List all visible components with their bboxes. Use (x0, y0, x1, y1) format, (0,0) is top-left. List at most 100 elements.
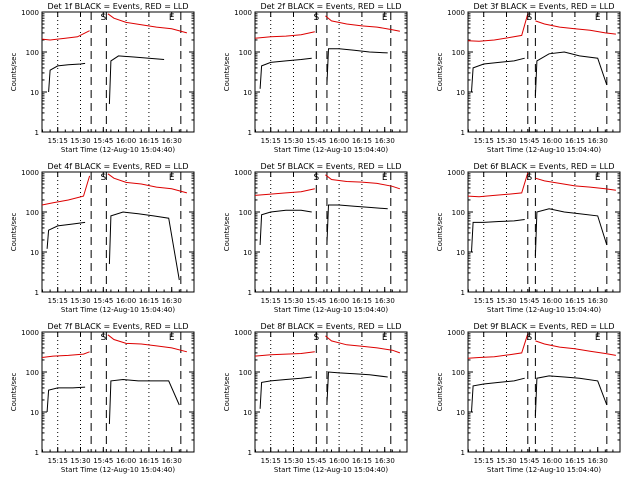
chart-title: Det 1f BLACK = Events, RED = LLD (47, 2, 188, 11)
lld-series-line (325, 174, 401, 190)
chart-title: Det 3f BLACK = Events, RED = LLD (473, 2, 614, 11)
marker-s: S (526, 333, 532, 343)
y-tick-label: 100 (452, 49, 465, 57)
y-tick-label: 100 (26, 369, 39, 377)
plot-frame (467, 331, 621, 453)
marker-e: E (169, 13, 175, 23)
x-tick-label: 15:15 (261, 297, 281, 305)
marker-e: E (595, 333, 601, 343)
x-axis-label: Start Time (12-Aug-10 15:04:40) (487, 306, 601, 314)
plot-frame (41, 171, 195, 293)
y-tick-label: 1 (461, 289, 465, 297)
y-tick-label: 100 (239, 49, 252, 57)
marker-s: S (526, 13, 532, 23)
y-axis-label: Counts/sec (436, 53, 444, 92)
y-tick-label: 1 (248, 449, 252, 457)
chart-panel: Det 2f BLACK = Events, RED = LLD 1 10 100 10… (223, 2, 408, 154)
x-tick-label: 16:15 (139, 457, 159, 465)
y-axis-label: Counts/sec (436, 213, 444, 252)
x-tick-label: 15:30 (283, 297, 303, 305)
chart-title: Det 8f BLACK = Events, RED = LLD (260, 322, 401, 331)
events-series-line (46, 386, 86, 413)
y-tick-label: 100 (452, 209, 465, 217)
marker-s: S (313, 13, 319, 23)
events-series-line (534, 208, 608, 256)
events-series-line (326, 48, 388, 86)
events-series-line (326, 204, 388, 246)
y-tick-label: 100 (26, 209, 39, 217)
lld-series-line (254, 351, 315, 357)
events-series-line (259, 376, 312, 409)
y-tick-label: 10 (456, 89, 465, 97)
chart-panel: Det 9f BLACK = Events, RED = LLD 1 10 100 10… (436, 322, 621, 474)
y-tick-label: 1 (461, 129, 465, 137)
y-tick-label: 1 (461, 449, 465, 457)
events-series-line (48, 62, 86, 93)
chart-panel: Det 6f BLACK = Events, RED = LLD 1 10 100 10… (436, 162, 621, 314)
y-tick-label: 10 (243, 409, 252, 417)
x-tick-label: 16:30 (588, 297, 608, 305)
x-axis-label: Start Time (12-Aug-10 15:04:40) (274, 306, 388, 314)
x-tick-label: 16:30 (588, 137, 608, 145)
chart-panel: Det 5f BLACK = Events, RED = LLD 1 10 100 10… (223, 162, 408, 314)
x-tick-label: 15:45 (306, 457, 326, 465)
x-axis-label: Start Time (12-Aug-10 15:04:40) (61, 146, 175, 154)
plot-frame (467, 11, 621, 133)
y-tick-label: 1 (35, 289, 39, 297)
x-axis-label: Start Time (12-Aug-10 15:04:40) (274, 466, 388, 474)
lld-series-line (41, 30, 90, 41)
lld-series-line (467, 13, 529, 42)
events-series-line (471, 377, 525, 413)
lld-series-line (535, 177, 616, 191)
events-series-line (108, 211, 180, 281)
x-tick-label: 16:30 (375, 297, 395, 305)
chart-title: Det 2f BLACK = Events, RED = LLD (260, 2, 401, 11)
y-axis-label: Counts/sec (223, 53, 231, 92)
y-tick-label: 100 (239, 369, 252, 377)
x-tick-label: 15:45 (93, 137, 113, 145)
x-tick-label: 16:30 (375, 457, 395, 465)
chart-title: Det 9f BLACK = Events, RED = LLD (473, 322, 614, 331)
events-series-line (471, 57, 525, 93)
lld-series-line (107, 173, 188, 194)
y-tick-label: 1000 (21, 329, 39, 337)
x-tick-label: 15:15 (48, 457, 68, 465)
y-tick-label: 10 (30, 409, 39, 417)
lld-series-line (467, 172, 529, 198)
x-tick-label: 15:15 (474, 297, 494, 305)
x-axis-label: Start Time (12-Aug-10 15:04:40) (61, 466, 175, 474)
y-tick-label: 1000 (447, 329, 465, 337)
events-series-line (471, 219, 525, 253)
x-tick-label: 16:00 (116, 137, 136, 145)
x-tick-label: 15:30 (283, 137, 303, 145)
chart-panel: Det 1f BLACK = Events, RED = LLD 1 10 100 10… (10, 2, 195, 154)
x-tick-label: 15:45 (519, 297, 539, 305)
marker-s: S (100, 13, 106, 23)
y-axis-label: Counts/sec (223, 373, 231, 412)
x-tick-label: 16:00 (329, 137, 349, 145)
y-tick-label: 1000 (21, 9, 39, 17)
lld-series-line (107, 334, 188, 353)
x-tick-label: 15:45 (519, 137, 539, 145)
events-series-line (534, 51, 608, 96)
y-axis-label: Counts/sec (10, 373, 18, 412)
events-series-line (259, 57, 312, 89)
marker-s: S (526, 173, 532, 183)
plot-frame (467, 171, 621, 293)
x-tick-label: 15:30 (70, 297, 90, 305)
marker-e: E (169, 173, 175, 183)
lld-series-line (467, 333, 529, 359)
plot-frame (254, 331, 408, 453)
chart-title: Det 7f BLACK = Events, RED = LLD (47, 322, 188, 331)
x-axis-label: Start Time (12-Aug-10 15:04:40) (61, 306, 175, 314)
x-tick-label: 15:45 (306, 297, 326, 305)
y-tick-label: 10 (243, 89, 252, 97)
x-axis-label: Start Time (12-Aug-10 15:04:40) (487, 146, 601, 154)
y-tick-label: 1000 (447, 169, 465, 177)
y-axis-label: Counts/sec (10, 213, 18, 252)
x-tick-label: 16:15 (139, 297, 159, 305)
chart-panel: Det 4f BLACK = Events, RED = LLD 1 10 100 10… (10, 162, 195, 314)
lld-series-line (325, 335, 401, 354)
lld-series-line (535, 20, 616, 35)
